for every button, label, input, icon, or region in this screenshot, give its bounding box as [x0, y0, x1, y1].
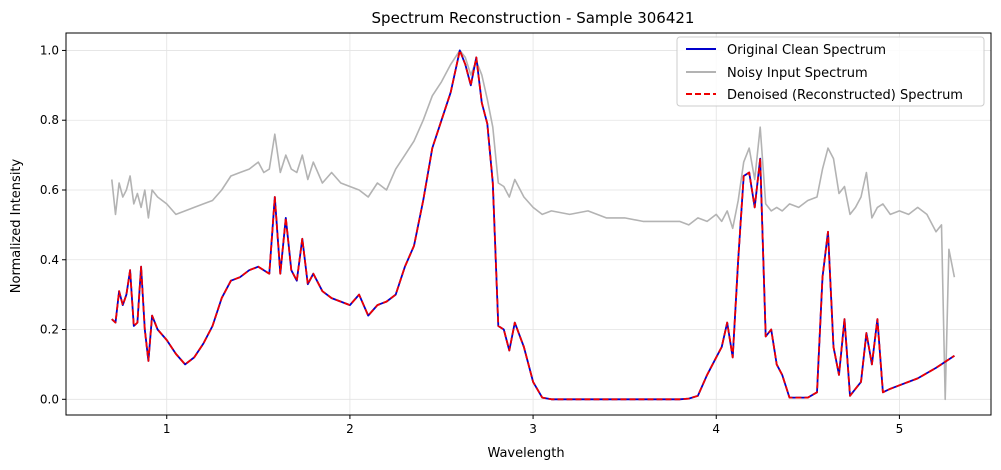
- series-layer: [111, 49, 956, 401]
- chart-title: Spectrum Reconstruction - Sample 306421: [372, 9, 695, 27]
- y-axis-label: Normalized Intensity: [9, 158, 24, 293]
- x-tick-label: 3: [529, 422, 537, 436]
- plot-frame: [65, 32, 992, 416]
- x-tick-label: 5: [896, 422, 904, 436]
- x-tick-label: 2: [346, 422, 354, 436]
- y-tick-label: 0.6: [40, 183, 59, 197]
- y-axis-ticks: 0.0 0.2 0.4 0.6 0.8 1.0: [40, 43, 66, 406]
- y-tick-label: 1.0: [40, 43, 59, 57]
- x-axis-ticks: 1 2 3 4 5: [163, 415, 903, 436]
- y-tick-label: 0.4: [40, 253, 59, 267]
- legend-box: [676, 36, 985, 107]
- legend: Original Clean Spectrum Noisy Input Spec…: [676, 36, 985, 107]
- x-tick-label: 1: [163, 422, 171, 436]
- legend-label-original: Original Clean Spectrum: [727, 43, 886, 58]
- y-tick-label: 0.0: [40, 392, 59, 406]
- y-tick-label: 0.2: [40, 323, 59, 337]
- x-tick-label: 4: [712, 422, 720, 436]
- legend-label-denoised: Denoised (Reconstructed) Spectrum: [727, 88, 963, 103]
- series-line-noisy-input: [111, 49, 956, 401]
- x-axis-label: Wavelength: [487, 446, 564, 461]
- legend-label-noisy: Noisy Input Spectrum: [727, 66, 868, 81]
- series-line-denoised: [111, 49, 955, 401]
- y-tick-label: 0.8: [40, 113, 59, 127]
